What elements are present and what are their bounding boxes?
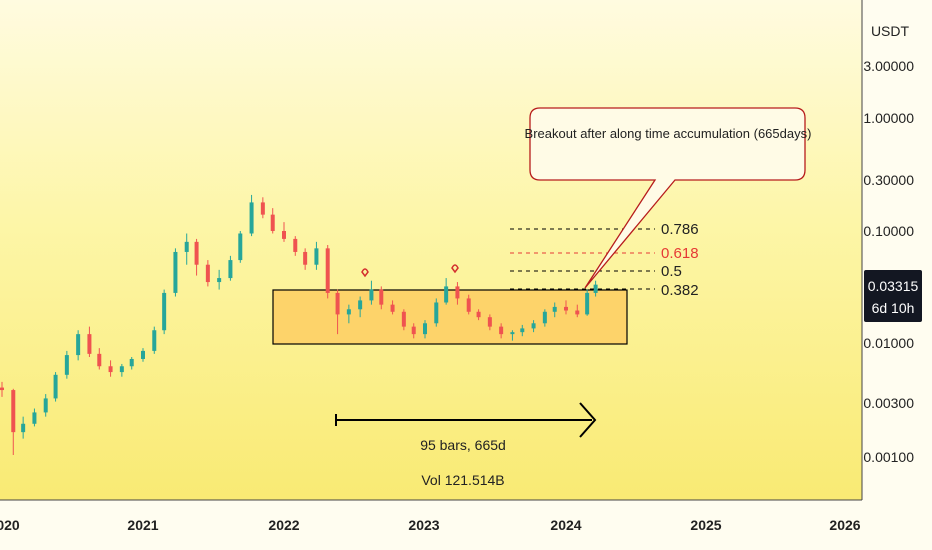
candle-body bbox=[270, 214, 275, 231]
candle-body bbox=[152, 330, 157, 351]
candle-body bbox=[434, 302, 439, 324]
price-tick-label: 0.00100 bbox=[863, 449, 914, 465]
high-marker-icon bbox=[451, 264, 459, 274]
candle-body bbox=[76, 334, 81, 356]
candle-body bbox=[552, 306, 557, 312]
candle-body bbox=[97, 353, 102, 367]
candle-body bbox=[499, 326, 504, 335]
candle-body bbox=[303, 251, 308, 265]
candle-body bbox=[585, 292, 590, 315]
price-axis-panel[interactable] bbox=[862, 0, 932, 500]
candle-body bbox=[205, 264, 210, 283]
candle-body bbox=[119, 366, 124, 373]
current-price-badge: 0.03315 6d 10h bbox=[864, 270, 922, 322]
candlestick-series bbox=[0, 194, 598, 455]
candle-body bbox=[379, 289, 384, 305]
accumulation-range-box[interactable] bbox=[272, 289, 628, 345]
candle-body bbox=[476, 311, 481, 318]
time-tick-label: 2021 bbox=[127, 517, 158, 533]
candle-body bbox=[401, 311, 406, 327]
candle-body bbox=[260, 202, 265, 215]
candle-body bbox=[423, 323, 427, 335]
candle-body bbox=[314, 248, 319, 265]
candle-body bbox=[32, 412, 37, 424]
time-tick-label: 2026 bbox=[829, 517, 860, 533]
candle-body bbox=[369, 289, 374, 301]
time-axis-panel[interactable] bbox=[0, 500, 932, 550]
candle-body bbox=[390, 304, 395, 312]
candle-body bbox=[21, 423, 26, 433]
fib-label-0382: 0.382 bbox=[661, 282, 699, 299]
candle-body bbox=[487, 317, 492, 327]
fib-label-05: 0.5 bbox=[661, 263, 682, 280]
time-tick-label: 2022 bbox=[268, 517, 299, 533]
currency-label: USDT bbox=[871, 23, 910, 39]
candle-body bbox=[564, 306, 568, 311]
time-ticks: 020 2021 2022 2023 2024 2025 2026 bbox=[0, 517, 861, 533]
candle-body bbox=[53, 374, 58, 399]
measure-bars-label: 95 bars, 665d bbox=[420, 437, 506, 453]
price-tick-label: 1.00000 bbox=[863, 110, 914, 126]
callout-bubble bbox=[529, 107, 806, 289]
fib-label-0618: 0.618 bbox=[661, 245, 699, 262]
candle-body bbox=[43, 398, 48, 413]
arrow-right-icon bbox=[579, 402, 597, 438]
candle-body bbox=[346, 309, 351, 315]
time-tick-label: 2024 bbox=[550, 517, 581, 533]
bar-countdown: 6d 10h bbox=[872, 300, 915, 316]
time-tick-label: 2023 bbox=[408, 517, 439, 533]
candle-body bbox=[358, 300, 363, 310]
time-tick-label: 2025 bbox=[690, 517, 721, 533]
candle-body bbox=[173, 251, 178, 293]
candle-body bbox=[249, 202, 254, 234]
candle-body bbox=[194, 241, 199, 265]
candle-body bbox=[455, 286, 460, 299]
candle-body bbox=[520, 328, 525, 333]
candle-body bbox=[531, 323, 536, 329]
candle-body bbox=[228, 260, 233, 279]
candle-body bbox=[238, 233, 243, 261]
candle-body bbox=[466, 298, 471, 312]
high-markers bbox=[361, 264, 459, 278]
high-marker-icon bbox=[361, 268, 369, 278]
candle-body bbox=[141, 350, 145, 359]
candle-body bbox=[325, 248, 330, 293]
candle-body bbox=[575, 310, 580, 315]
candle-body bbox=[129, 358, 134, 367]
candle-body bbox=[11, 390, 16, 433]
candle-body bbox=[593, 284, 598, 293]
candle-body bbox=[444, 286, 449, 303]
candle-body bbox=[282, 231, 286, 239]
price-badge-bg bbox=[864, 270, 922, 322]
candle-body bbox=[293, 238, 298, 252]
candle-body bbox=[411, 326, 416, 335]
current-price-value: 0.03315 bbox=[868, 278, 919, 294]
candle-body bbox=[510, 332, 515, 335]
candle-body bbox=[335, 292, 340, 315]
callout-text: Breakout after along time accumulation (… bbox=[525, 126, 812, 141]
price-tick-label: 0.30000 bbox=[863, 172, 914, 188]
candle-body bbox=[64, 355, 69, 375]
candle-body bbox=[542, 311, 547, 324]
price-ticks: 3.00000 1.00000 0.30000 0.10000 0.01000 … bbox=[863, 58, 914, 465]
measure-volume-label: Vol 121.514B bbox=[421, 472, 504, 488]
breakout-callout[interactable]: Breakout after along time accumulation (… bbox=[525, 107, 812, 289]
price-tick-label: 0.10000 bbox=[863, 223, 914, 239]
candle-body bbox=[108, 366, 113, 373]
time-tick-label: 020 bbox=[0, 517, 20, 533]
candle-body bbox=[184, 241, 189, 252]
price-tick-label: 3.00000 bbox=[863, 58, 914, 74]
candle-body bbox=[87, 334, 92, 354]
fib-retracement[interactable]: 0.786 0.618 0.5 0.382 bbox=[510, 221, 699, 299]
price-tick-label: 0.01000 bbox=[863, 335, 914, 351]
date-range-measure[interactable]: 95 bars, 665d Vol 121.514B bbox=[335, 402, 597, 488]
price-tick-label: 0.00300 bbox=[863, 395, 914, 411]
candle-body bbox=[162, 292, 167, 331]
fib-label-0786: 0.786 bbox=[661, 221, 699, 238]
candle-body bbox=[0, 387, 4, 391]
candle-body bbox=[217, 278, 222, 283]
